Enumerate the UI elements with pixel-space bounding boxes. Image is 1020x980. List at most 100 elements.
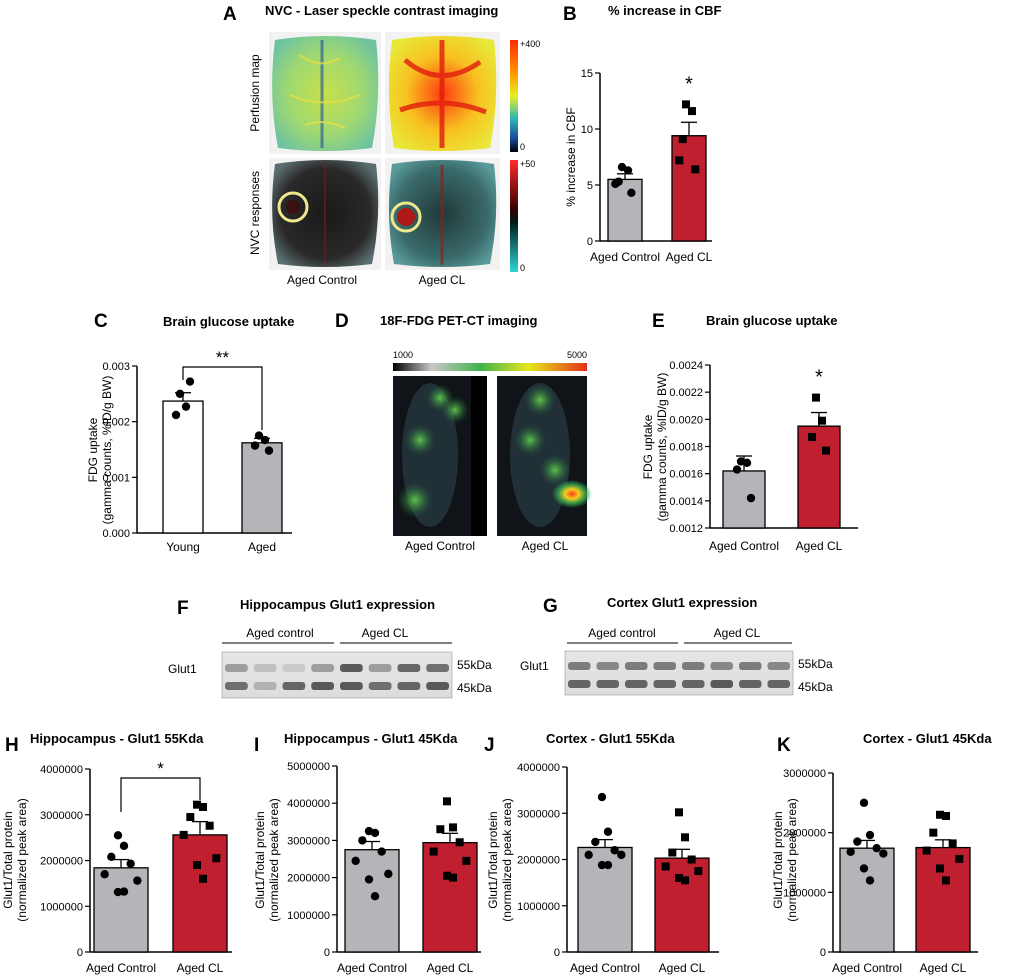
data-point [955,854,964,863]
data-point [746,493,756,503]
data-point [694,867,703,876]
panel-letter-I: I [254,735,259,756]
data-point [126,859,135,868]
data-point [661,862,670,871]
blot-band-45 [596,680,619,688]
nvc-scale-max: +50 [520,159,535,169]
blot-G [564,650,794,696]
blot-band-55 [282,664,306,672]
data-point [865,830,875,840]
data-point [603,860,613,870]
pet-signal [539,454,571,486]
significance-marker: * [157,759,164,778]
data-point [455,838,464,847]
y-tick-label: 10 [581,124,593,136]
data-point [443,871,451,880]
data-point [436,825,445,834]
significance-marker: * [815,367,823,389]
col-label-aged-control: Aged Control [287,273,357,287]
blot-band-45 [253,682,277,690]
blot-band-55 [653,662,676,670]
blot-band-45 [426,682,449,690]
pet-signal [397,482,433,518]
data-point [687,855,696,864]
bar [797,425,841,529]
blot-band-45 [568,680,591,688]
data-point [872,843,881,853]
panel-letter-J: J [484,735,495,756]
y-tick-label: 1000000 [40,901,83,913]
data-point [859,864,869,873]
pet-signal [514,424,546,456]
row-label-perfusion: Perfusion map [248,54,262,132]
panel-A: A NVC - Laser speckle contrast imaging P… [223,3,540,287]
blot-band-45 [340,682,363,690]
data-point [199,874,207,883]
category-label: Aged Control [86,961,156,975]
data-point [742,458,752,467]
nvc-roi-circle-control [277,191,309,223]
data-point [610,846,619,855]
blot-band-45 [397,682,421,690]
data-point [675,874,683,882]
panel-G: G Cortex Glut1 expression Aged control A… [520,595,833,696]
data-point [370,828,380,838]
data-point [351,856,360,866]
panel-letter-G: G [543,596,558,617]
blot-band-55 [625,662,648,670]
nvc-colorbar [510,160,518,272]
y-tick-label: 0.0016 [669,469,703,481]
data-point [822,446,830,455]
data-point [818,416,826,425]
nvc-roi-response-control [286,200,300,214]
chart-H: H Hippocampus - Glut1 55Kda 0 1000000 200000… [1,731,232,975]
y-tick-label: 0.0018 [669,442,703,454]
data-point [358,836,367,845]
data-point [936,810,944,819]
blot-band-45 [739,680,762,688]
blot-band-55 [397,664,421,672]
data-point [678,135,687,144]
data-point [812,393,820,402]
bar [671,135,707,242]
chart-I: I Hippocampus - Glut1 45Kda 0 1000000 200000… [253,731,481,975]
y-tick-label: 0 [587,236,593,248]
perfusion-brain-control [272,36,379,151]
panel-title-G: Cortex Glut1 expression [607,595,757,610]
chart-C: C Brain glucose uptake 0.000 0.001 0.002 0.00… [86,311,294,554]
blot-band-45 [282,682,306,690]
kda-45-F: 45kDa [457,681,492,695]
y-axis-label-line: Glut1/Total protein [253,811,267,908]
panel-letter-K: K [777,735,791,756]
bar [344,849,400,953]
group-label-aged-cl-F: Aged CL [362,626,409,640]
y-tick-label: 1000000 [287,910,330,922]
chart-title: Brain glucose uptake [163,314,294,329]
data-point [449,873,457,882]
panel-title-D: 18F-FDG PET-CT imaging [380,313,538,328]
blot-band-45 [625,680,648,688]
blot-band-55 [368,664,392,672]
data-point [250,441,260,450]
data-point [113,831,123,840]
group-label-aged-control-F: Aged control [246,626,313,640]
y-axis-label-line: Glut1/Total protein [1,811,15,908]
y-tick-label: 0 [324,947,330,959]
data-point [100,870,109,879]
data-point [199,802,207,811]
y-tick-label: 0.003 [102,361,130,373]
y-tick-label: 0.0012 [669,523,703,535]
pet-scale-min: 1000 [393,350,413,360]
blot-band-55 [311,664,334,672]
blot-band-55 [710,662,733,670]
y-tick-label: 0 [820,947,826,959]
col-label-pet-control: Aged Control [405,539,475,553]
category-label: Young [166,540,200,554]
panel-title-A: NVC - Laser speckle contrast imaging [265,3,498,18]
y-axis-label-line: (normalized peak area) [785,798,799,921]
data-point [668,848,677,857]
y-tick-label: 4000000 [517,762,560,774]
y-axis-label-line: Glut1/Total protein [771,811,785,908]
data-point [611,179,620,189]
